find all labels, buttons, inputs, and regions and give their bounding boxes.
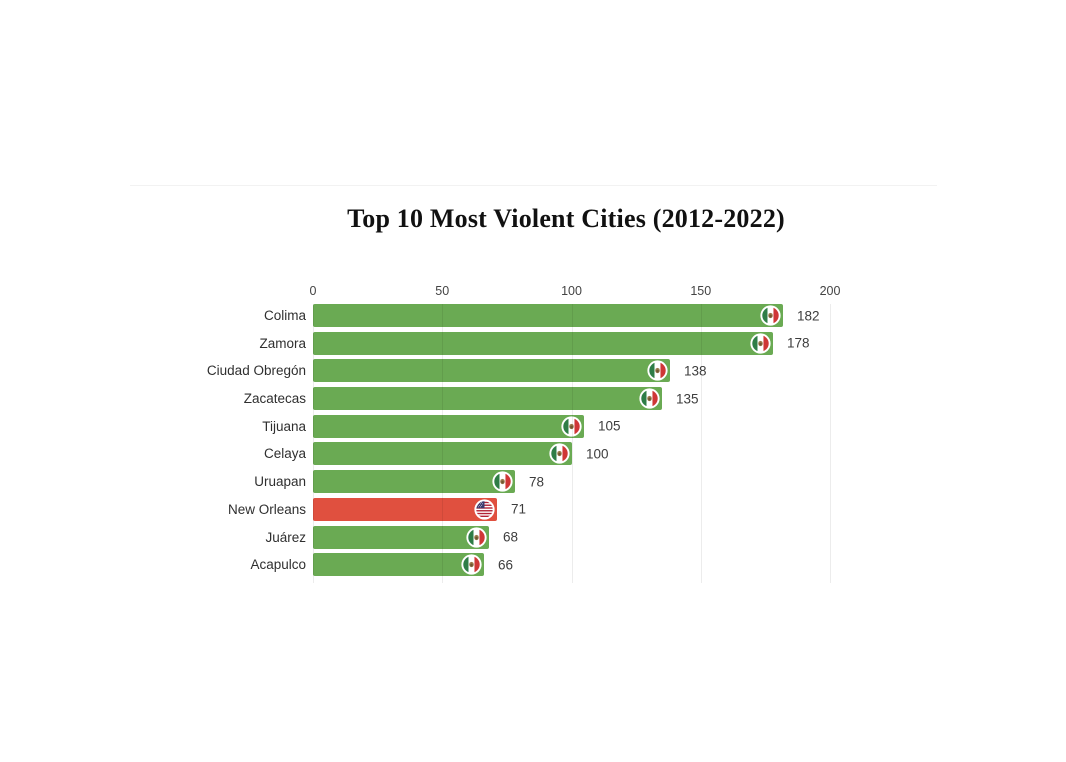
value-label: 105	[598, 418, 621, 434]
bar-track: 182	[313, 304, 1010, 327]
chart-title: Top 10 Most Violent Cities (2012-2022)	[347, 204, 785, 233]
mexico-flag-icon	[549, 443, 570, 464]
category-label: Acapulco	[250, 557, 306, 573]
plot-area: Colima 182 Zamora 178 Ciudad Obregón 138 Zacat…	[130, 304, 1010, 583]
category-label: Colima	[263, 308, 306, 323]
mexico-flag-icon	[466, 527, 487, 548]
value-label: 66	[498, 557, 514, 573]
x-tick-label: 0	[309, 284, 317, 298]
gridline	[313, 304, 314, 583]
bar	[313, 470, 515, 494]
bar	[313, 387, 662, 411]
bar	[313, 442, 572, 466]
x-tick-label: 150	[690, 284, 712, 298]
bar-row: Acapulco 66	[130, 553, 1010, 577]
gridline	[571, 304, 573, 583]
x-tick-label: 100	[561, 284, 582, 298]
value-label: 71	[511, 501, 527, 517]
value-label: 138	[684, 363, 707, 379]
category-label: Zamora	[259, 335, 306, 351]
category-label: Celaya	[263, 446, 306, 462]
x-axis: 0 50 100 150 200	[130, 282, 1010, 304]
value-label: 182	[797, 308, 820, 323]
bar-track: 135	[313, 387, 1010, 411]
category-label: Uruapan	[254, 474, 306, 490]
bar	[313, 497, 497, 521]
mexico-flag-icon	[461, 554, 482, 575]
bar-row: Zamora 178	[130, 331, 1010, 355]
value-label: 78	[529, 474, 545, 490]
bar-track: 100	[313, 442, 1010, 466]
bar-chart: 0 50 100 150 200 Colima 182 Zamora 178 Ciudad Ob…	[130, 282, 1010, 583]
bar-row: Uruapan 78	[130, 470, 1010, 494]
mexico-flag-icon	[492, 471, 513, 492]
mexico-flag-icon	[760, 305, 781, 326]
bar-track: 138	[313, 359, 1010, 383]
category-label: Tijuana	[262, 418, 306, 434]
bar-row: Juárez 68	[130, 525, 1010, 549]
category-label: Juárez	[265, 529, 306, 545]
x-tick-label: 200	[819, 284, 841, 298]
gridline	[442, 304, 444, 583]
gridline	[700, 304, 702, 583]
bar	[313, 414, 584, 438]
bar-row: Zacatecas 135	[130, 387, 1010, 411]
bar-track: 178	[313, 331, 1010, 355]
us-flag-icon	[474, 499, 495, 520]
category-label: Ciudad Obregón	[206, 363, 306, 379]
bar	[313, 553, 484, 577]
bar	[313, 331, 773, 355]
category-label: Zacatecas	[243, 391, 306, 407]
bar-track: 71	[313, 497, 1010, 521]
image-edge-artifact	[130, 185, 937, 186]
bar	[313, 525, 489, 549]
bar-row: Ciudad Obregón 138	[130, 359, 1010, 383]
mexico-flag-icon	[639, 388, 660, 409]
gridline	[830, 304, 831, 583]
bar-track: 105	[313, 414, 1010, 438]
mexico-flag-icon	[647, 360, 668, 381]
value-label: 100	[586, 446, 609, 462]
bar-track: 66	[313, 553, 1010, 577]
bar-rows: Colima 182 Zamora 178 Ciudad Obregón 138 Zacat…	[130, 304, 1010, 577]
value-label: 68	[503, 529, 519, 545]
bar-row: New Orleans 71	[130, 497, 1010, 521]
bar	[313, 304, 783, 327]
x-tick-label: 50	[435, 284, 450, 298]
bar-row: Tijuana 105	[130, 414, 1010, 438]
category-label: New Orleans	[227, 501, 306, 517]
bar-row: Celaya 100	[130, 442, 1010, 466]
value-label: 178	[787, 335, 810, 351]
bar-row: Colima 182	[130, 304, 1010, 327]
bar	[313, 359, 670, 383]
value-label: 135	[676, 391, 699, 407]
mexico-flag-icon	[750, 333, 771, 354]
bar-track: 78	[313, 470, 1010, 494]
bar-track: 68	[313, 525, 1010, 549]
